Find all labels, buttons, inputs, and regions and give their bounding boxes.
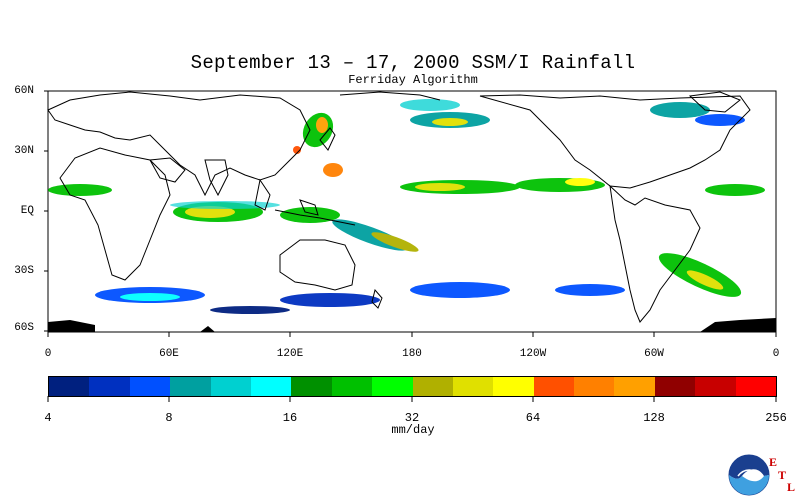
colorbar-swatch — [452, 377, 494, 396]
etl-letter: L — [787, 480, 796, 494]
colorbar-tick-label: 128 — [643, 411, 665, 425]
lon-label: 60W — [644, 348, 664, 360]
colorbar-swatch — [412, 377, 453, 396]
colorbar-tick-label: 64 — [525, 411, 541, 425]
plot-title: September 13 – 17, 2000 SSM/I Rainfall — [190, 52, 636, 74]
colorbar-swatch — [735, 377, 777, 396]
plot-subtitle: Ferriday Algorithm — [348, 73, 478, 87]
lat-label: 30N — [14, 145, 34, 157]
coastlines — [47, 91, 751, 323]
colorbar-swatch — [614, 377, 655, 396]
colorbar-tick-label: 16 — [282, 411, 298, 425]
colorbar-tick-label: 256 — [765, 411, 787, 425]
lon-label: 180 — [402, 348, 422, 360]
lon-label: 120E — [276, 348, 304, 360]
colorbar — [48, 376, 777, 397]
colorbar-swatch — [250, 377, 292, 396]
colorbar-swatch — [170, 377, 211, 396]
lat-label: EQ — [20, 205, 34, 217]
colorbar-swatch — [291, 377, 332, 396]
colorbar-swatch — [533, 377, 575, 396]
lon-label: 120W — [519, 348, 547, 360]
etl-letter: T — [778, 468, 787, 482]
colorbar-units: mm/day — [391, 423, 435, 437]
colorbar-ticks — [47, 396, 777, 402]
antarctica — [48, 320, 95, 332]
colorbar-swatch — [695, 377, 736, 396]
colorbar-swatch — [372, 377, 413, 396]
lat-label: 30S — [14, 265, 34, 277]
lon-label: 0 — [44, 348, 52, 360]
colorbar-tick-label: 8 — [165, 411, 173, 425]
lat-label: 60S — [14, 322, 34, 334]
colorbar-swatch — [493, 377, 534, 396]
rainfall-map — [44, 90, 777, 337]
lon-label: 0 — [772, 348, 780, 360]
lon-label: 60E — [159, 348, 179, 360]
colorbar-swatch — [574, 377, 615, 396]
colorbar-swatch — [654, 377, 696, 396]
etl-letter: E — [769, 455, 778, 469]
colorbar-swatch — [49, 377, 90, 396]
rain-bands — [48, 99, 765, 314]
lat-label: 60N — [14, 85, 34, 97]
colorbar-swatch — [331, 377, 373, 396]
noaa-logo — [728, 454, 770, 496]
axis-ticks — [44, 90, 777, 337]
colorbar-swatch — [210, 377, 251, 396]
colorbar-tick-label: 4 — [44, 411, 52, 425]
colorbar-tick-label: 32 — [404, 411, 420, 425]
colorbar-swatch — [89, 377, 130, 396]
colorbar-swatch — [129, 377, 171, 396]
